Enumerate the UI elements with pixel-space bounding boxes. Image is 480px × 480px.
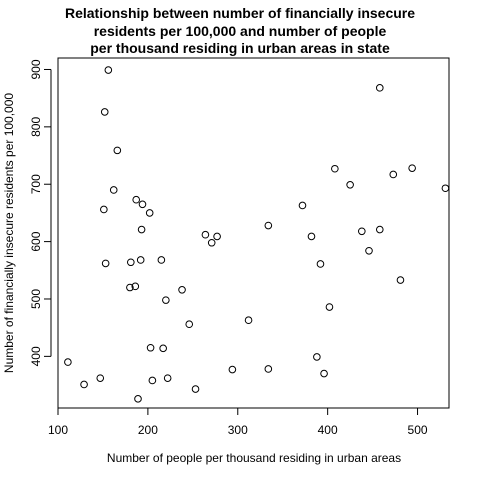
data-points	[64, 66, 450, 403]
data-point	[157, 256, 166, 264]
data-point	[145, 209, 154, 217]
data-point	[159, 344, 167, 353]
y-tick-label: 900	[29, 59, 43, 79]
y-axis: 400 500 600 700 800 900	[29, 59, 52, 366]
data-point	[365, 246, 373, 255]
y-tick-label: 700	[29, 174, 43, 194]
chart-title-line-2: residents per 100,000 and number of peop…	[94, 23, 387, 39]
data-point	[207, 238, 216, 247]
data-point	[441, 184, 450, 193]
data-point	[375, 84, 384, 92]
x-tick-label: 300	[228, 423, 248, 437]
data-point	[101, 259, 110, 268]
plot-frame	[57, 57, 450, 409]
x-tick-label: 100	[48, 423, 68, 437]
data-point	[325, 303, 334, 311]
data-point	[148, 376, 157, 385]
data-point	[320, 369, 328, 378]
data-point	[127, 258, 135, 267]
data-point	[146, 343, 155, 352]
data-point	[131, 282, 140, 291]
x-tick-label: 400	[318, 423, 338, 437]
data-point	[185, 320, 194, 329]
x-axis-label: Number of people per thousand residing i…	[107, 451, 401, 465]
data-point	[396, 276, 405, 284]
data-point	[375, 225, 384, 234]
data-point	[201, 230, 210, 239]
y-tick-label: 400	[29, 346, 43, 366]
data-point	[109, 186, 118, 194]
y-tick-label: 800	[29, 117, 43, 137]
data-point	[138, 200, 147, 209]
data-point	[132, 195, 140, 204]
data-point	[213, 232, 221, 241]
data-point	[100, 205, 108, 214]
chart-title-line-3: per thousand residing in urban areas in …	[90, 40, 390, 56]
data-point	[264, 365, 273, 373]
data-point	[100, 108, 109, 116]
y-tick-label: 600	[29, 231, 43, 251]
chart-title-line-1: Relationship between number of financial…	[65, 5, 415, 21]
y-tick-label: 500	[29, 289, 43, 309]
y-axis-label: Number of financially insecure residents…	[2, 93, 16, 373]
x-axis: 100 200 300 400 500	[48, 407, 428, 437]
data-point	[64, 358, 72, 366]
data-point	[298, 201, 307, 210]
data-point	[113, 146, 122, 155]
data-point	[163, 374, 172, 382]
data-point	[136, 256, 145, 264]
data-point	[134, 395, 142, 403]
x-tick-label: 200	[138, 423, 158, 437]
data-point	[96, 374, 105, 382]
data-point	[307, 232, 316, 241]
data-point	[191, 385, 200, 393]
data-point	[313, 353, 321, 361]
data-point	[228, 365, 237, 374]
data-point	[316, 260, 325, 268]
data-point	[162, 296, 170, 304]
data-point	[126, 283, 134, 292]
data-point	[331, 164, 339, 173]
data-point	[346, 181, 354, 189]
data-point	[408, 164, 416, 172]
data-point	[104, 66, 113, 74]
data-point	[80, 380, 88, 389]
data-point	[244, 316, 253, 325]
data-point	[178, 286, 186, 294]
data-point	[264, 221, 273, 230]
x-tick-label: 500	[408, 423, 428, 437]
data-point	[389, 170, 398, 179]
data-point	[137, 225, 146, 234]
data-point	[358, 227, 366, 236]
